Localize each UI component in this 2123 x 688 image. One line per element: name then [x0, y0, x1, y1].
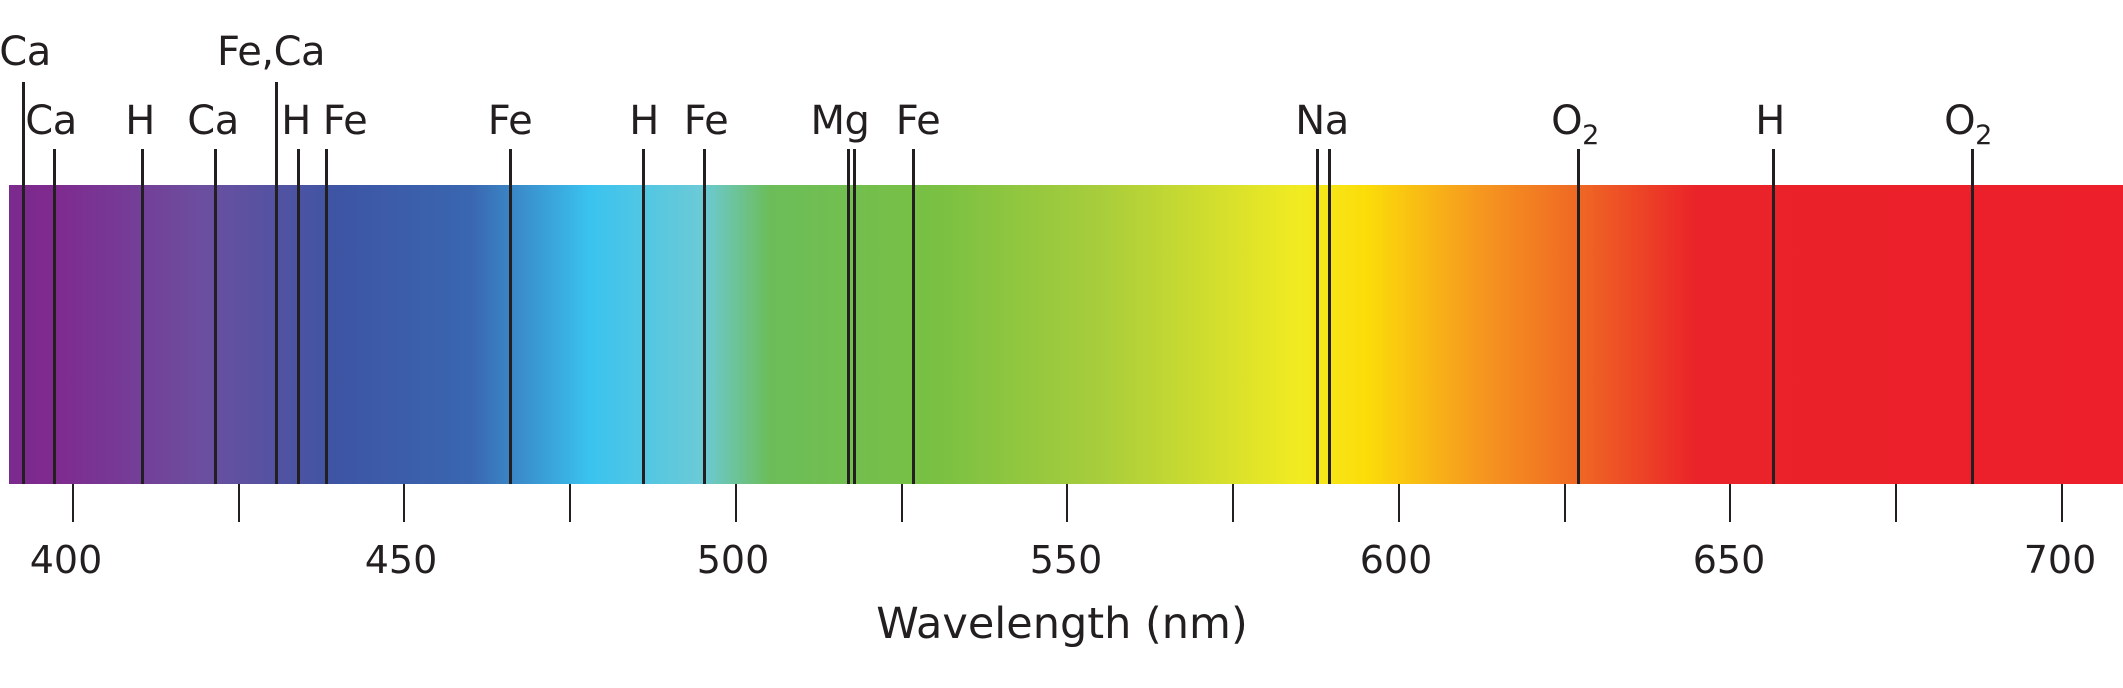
- absorption-line-na: [1328, 149, 1331, 484]
- absorption-line-na: [1316, 149, 1319, 484]
- x-tick-label: 450: [364, 538, 438, 582]
- x-tick-650: [1729, 484, 1731, 522]
- x-tick-525: [901, 484, 903, 522]
- x-tick-575: [1232, 484, 1234, 522]
- x-tick-600: [1398, 484, 1400, 522]
- line-label-h: H: [125, 98, 155, 144]
- x-tick-500: [735, 484, 737, 522]
- line-label-fe: Fe: [487, 98, 533, 144]
- line-label-fe: Fe: [322, 98, 368, 144]
- x-tick-625: [1564, 484, 1566, 522]
- o2-main: O: [1944, 98, 1976, 144]
- absorption-line-h: [642, 149, 645, 484]
- line-label-mg: Mg: [810, 98, 870, 144]
- x-tick-label: 500: [696, 538, 770, 582]
- absorption-line-h: [141, 149, 144, 484]
- absorption-line-fe: [912, 149, 915, 484]
- x-tick-label: 600: [1359, 538, 1433, 582]
- absorption-line-ca: [22, 82, 25, 484]
- line-label-o2: O2: [1944, 98, 1992, 149]
- x-tick-label: 400: [29, 538, 103, 582]
- x-tick-400: [72, 484, 74, 522]
- absorption-line-fe-ca: [275, 82, 278, 484]
- line-label-ca: Ca: [187, 98, 239, 144]
- x-tick-label: 700: [2023, 538, 2097, 582]
- absorption-line-o2: [1971, 149, 1974, 484]
- absorption-line-mg: [853, 149, 856, 484]
- x-axis-title: Wavelength (nm): [876, 599, 1248, 649]
- x-tick-label: 550: [1029, 538, 1103, 582]
- x-tick-475: [569, 484, 571, 522]
- absorption-line-ca: [53, 149, 56, 484]
- absorption-line-fe: [509, 149, 512, 484]
- line-label-h: H: [281, 98, 311, 144]
- x-tick-450: [403, 484, 405, 522]
- o2-subscript: 2: [1582, 120, 1599, 151]
- line-label-na: Na: [1295, 98, 1349, 144]
- line-label-h: H: [629, 98, 659, 144]
- o2-subscript: 2: [1975, 120, 1992, 151]
- x-tick-550: [1066, 484, 1068, 522]
- absorption-line-fe: [703, 149, 706, 484]
- absorption-line-fe: [325, 149, 328, 484]
- visible-spectrum-bar: [9, 185, 2123, 484]
- x-tick-label: 650: [1692, 538, 1766, 582]
- x-tick-675: [1895, 484, 1897, 522]
- line-label-ca: Ca: [25, 98, 77, 144]
- absorption-line-ca: [214, 149, 217, 484]
- line-label-fe: Fe: [895, 98, 941, 144]
- line-label-o2: O2: [1551, 98, 1599, 149]
- o2-main: O: [1551, 98, 1583, 144]
- absorption-line-h: [297, 149, 300, 484]
- line-label-fe: Fe: [683, 98, 729, 144]
- absorption-line-mg: [847, 149, 850, 484]
- absorption-line-o2: [1577, 149, 1580, 484]
- line-label-h: H: [1755, 98, 1785, 144]
- x-tick-700: [2061, 484, 2063, 522]
- absorption-line-h: [1772, 149, 1775, 484]
- x-tick-425: [238, 484, 240, 522]
- line-label-ca: Ca: [0, 29, 51, 75]
- line-label-fe-ca: Fe,Ca: [216, 29, 326, 75]
